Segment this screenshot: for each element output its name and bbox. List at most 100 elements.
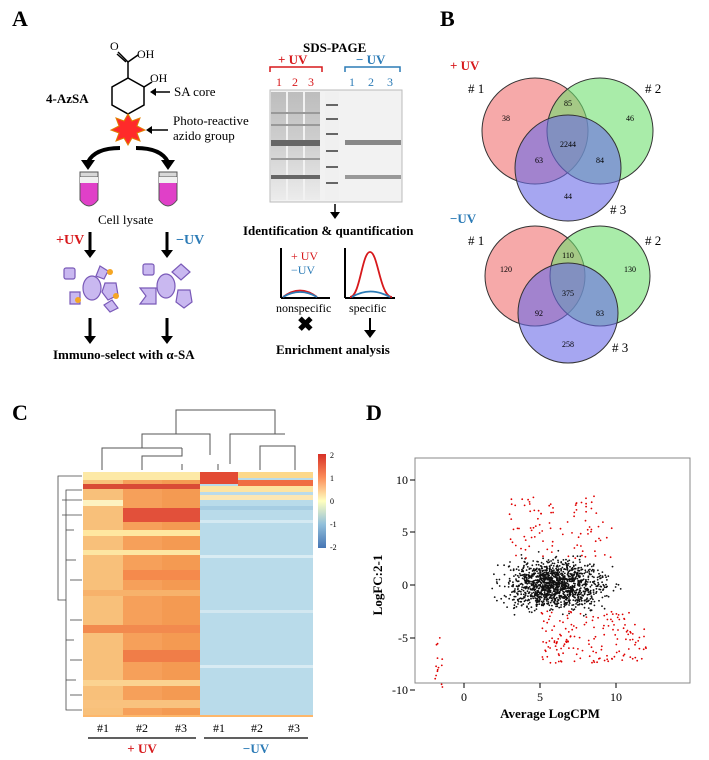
ma-point-significant [597,525,600,528]
ma-point [555,603,557,606]
ma-point [576,577,579,580]
ma-point [565,598,568,601]
specific-plot [344,248,395,299]
minus-uv-label: −UV [176,233,204,248]
ma-point-significant [518,527,520,530]
ma-point [577,579,580,582]
ma-point [515,568,518,571]
ma-point-significant [546,621,549,624]
ma-point [603,607,606,610]
ma-point-significant [548,618,550,621]
ma-point [599,577,601,580]
enrichment-arrowhead [364,330,376,338]
ma-point [576,573,578,575]
ma-point [584,585,587,587]
ma-point [573,608,576,611]
ma-point [566,601,569,604]
ma-point-significant [615,643,618,646]
ma-point [528,586,531,588]
ma-point [562,595,565,598]
branch-arrowhead-left [81,160,95,170]
ma-point [491,587,494,590]
ma-point [566,573,569,576]
panel-b-graphic: + UV # 1 # 2 # 3 38 46 44 85 63 84 2244 … [450,58,661,364]
ma-point-significant [636,659,639,662]
ma-point [503,601,505,604]
ma-point [552,597,555,599]
ma-point [520,593,523,596]
ma-point [525,580,527,583]
ma-point-significant [596,661,598,664]
ma-point-significant [552,511,554,514]
ma-point [546,592,549,595]
ma-point [578,598,581,601]
ma-point [580,566,583,569]
ma-point [532,560,535,562]
ma-point [560,569,563,572]
ma-point-significant [585,497,587,500]
ma-point [574,606,577,608]
ma-point [540,589,543,591]
cell-lysate-label: Cell lysate [98,212,153,227]
ma-point [515,579,518,582]
4-azsa-structure [111,51,153,126]
ma-point-significant [583,623,586,626]
ma-point-significant [436,668,439,671]
sa-core-arrowhead [150,88,156,96]
ma-point [507,586,510,588]
ma-point [530,584,533,587]
ma-point-significant [436,642,439,645]
ma-point [548,582,551,585]
ma-point-significant [581,649,584,652]
ma-point [571,579,574,581]
ma-point [527,574,530,576]
ma-point [524,595,526,597]
ma-point [605,586,608,589]
ma-point [526,563,528,566]
ma-point [598,599,600,602]
ma-point [536,589,539,592]
ma-point-significant [579,612,582,615]
ma-point [493,596,496,598]
ma-point-significant [548,504,551,507]
compound-label: 4-AzSA [46,91,89,106]
ma-point [543,571,546,574]
ma-point [578,558,581,561]
ma-point [542,563,545,565]
ma-point-significant [638,647,641,650]
ma-point [535,581,538,584]
ma-point [542,572,545,575]
ma-point [572,561,575,564]
ma-point-significant [594,540,597,543]
ma-point [583,593,586,596]
ma-point [512,583,515,586]
ma-point [563,605,566,608]
ma-point-significant [540,512,542,515]
ma-point [500,597,503,600]
ma-point-significant [557,653,560,655]
ma-point-significant [628,611,630,614]
ma-point [557,561,560,564]
ma-point-significant [542,620,545,623]
ma-point-significant [618,650,621,653]
ma-point [605,594,608,597]
ma-point [513,575,515,577]
ma-point [528,591,531,594]
ma-point [566,560,569,563]
ma-point [540,579,543,582]
ma-point [545,598,548,601]
ma-point-significant [603,614,606,617]
ma-point [568,597,570,599]
ma-point [569,565,571,568]
ma-point [530,606,533,609]
tube-right [158,171,178,207]
ma-point [546,600,548,602]
ma-point-significant [616,638,619,640]
ma-point [552,601,555,603]
azido-star-icon [109,112,147,147]
ma-point [546,569,548,572]
ma-point [535,594,537,597]
ma-point-significant [436,670,439,673]
ma-point-significant [617,629,619,631]
ma-point [562,559,565,561]
